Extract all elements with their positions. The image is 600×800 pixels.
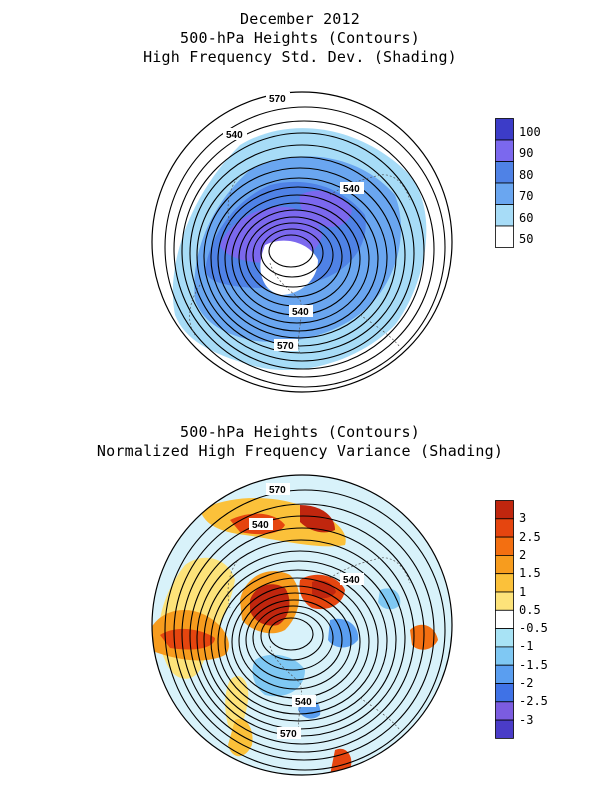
- bottom-legend-label: -3: [519, 712, 534, 727]
- bottom-contour-label: 540: [343, 575, 360, 586]
- bottom-title-block: 500-hPa Heights (Contours) Normalized Hi…: [0, 423, 600, 461]
- bottom-title-line-2: Normalized High Frequency Variance (Shad…: [96, 442, 504, 460]
- top-contour-label: 570: [269, 94, 286, 105]
- bottom-legend-swatch: [495, 701, 514, 721]
- top-legend-swatch: [495, 204, 514, 227]
- bottom-legend-swatch: [495, 591, 514, 611]
- top-contours: [164, 106, 446, 388]
- bottom-legend-label: -1: [519, 639, 534, 654]
- bottom-polar-map: 570 540 540 540 570: [151, 474, 453, 776]
- top-legend-label: 60: [519, 210, 534, 225]
- top-coastlines: [189, 174, 411, 356]
- bottom-contour-labels: 570 540 540 540 570: [249, 483, 364, 740]
- bottom-legend-label: -1.5: [519, 657, 548, 672]
- top-contour-label: 540: [226, 130, 243, 141]
- bottom-contour-label: 570: [269, 485, 286, 496]
- top-contour-label: 570: [277, 341, 294, 352]
- bottom-legend-bar: [495, 500, 514, 739]
- bottom-legend-swatch: [495, 573, 514, 593]
- top-legend-swatch: [495, 225, 514, 248]
- top-legend-swatch: [495, 161, 514, 184]
- top-legend-label: 90: [519, 146, 534, 160]
- bottom-legend-swatch: [495, 609, 514, 630]
- top-title-line-3: High Frequency Std. Dev. (Shading): [143, 48, 457, 66]
- top-legend-swatch: [495, 139, 514, 162]
- bottom-legend-swatch: [495, 719, 514, 739]
- bottom-legend-label: 0.5: [519, 602, 541, 617]
- top-legend-label: 50: [519, 232, 534, 246]
- top-legend-swatch: [495, 182, 514, 205]
- bottom-legend: 3 2.5 2 1.5 1 0.5 -0.5 -1 -1.5 -2 -2.5 -3: [495, 500, 548, 740]
- top-legend-label: 80: [519, 167, 534, 182]
- bottom-legend-label: 1: [519, 584, 527, 599]
- top-legend-label: 70: [519, 189, 534, 203]
- bottom-legend-swatch: [495, 518, 514, 538]
- bottom-legend-label: 2.5: [519, 529, 541, 544]
- top-legend-bar: [495, 118, 514, 248]
- bottom-legend-label: 1.5: [519, 566, 541, 581]
- bottom-legend-swatch: [495, 500, 514, 520]
- bottom-coastlines: [227, 557, 411, 739]
- bottom-legend-label: -0.5: [519, 621, 548, 636]
- top-title-line-1: December 2012: [240, 10, 360, 28]
- bottom-contours: [164, 489, 446, 771]
- top-map-border: [151, 91, 453, 393]
- bottom-contour-label: 570: [280, 729, 297, 740]
- top-legend-label: 100: [519, 124, 541, 139]
- bottom-map-border: [151, 474, 453, 776]
- bottom-title-line-1: 500-hPa Heights (Contours): [180, 423, 420, 441]
- bottom-legend-swatch: [495, 646, 514, 666]
- bottom-legend-swatch: [495, 628, 514, 648]
- top-contour-label: 540: [343, 184, 360, 195]
- top-title-block: December 2012 500-hPa Heights (Contours)…: [0, 10, 600, 67]
- bottom-legend-swatch: [495, 536, 514, 556]
- top-polar-map: 570 540 540 540 570: [151, 91, 453, 393]
- bottom-legend-swatch: [495, 683, 514, 703]
- bottom-legend-label: 2: [519, 547, 527, 562]
- bottom-contour-label: 540: [295, 697, 312, 708]
- bottom-legend-label: -2: [519, 676, 534, 690]
- bottom-legend-swatch: [495, 664, 514, 684]
- top-title-line-2: 500-hPa Heights (Contours): [180, 29, 420, 47]
- top-contour-labels: 570 540 540 540 570: [223, 92, 364, 352]
- bottom-legend-label: -2.5: [519, 694, 548, 709]
- top-legend: 100 90 80 70 60 50: [495, 118, 541, 248]
- bottom-legend-swatch: [495, 555, 514, 575]
- bottom-contour-label: 540: [252, 520, 269, 531]
- top-legend-swatch: [495, 118, 514, 141]
- top-contour-label: 540: [292, 307, 309, 318]
- bottom-legend-label: 3: [519, 511, 527, 526]
